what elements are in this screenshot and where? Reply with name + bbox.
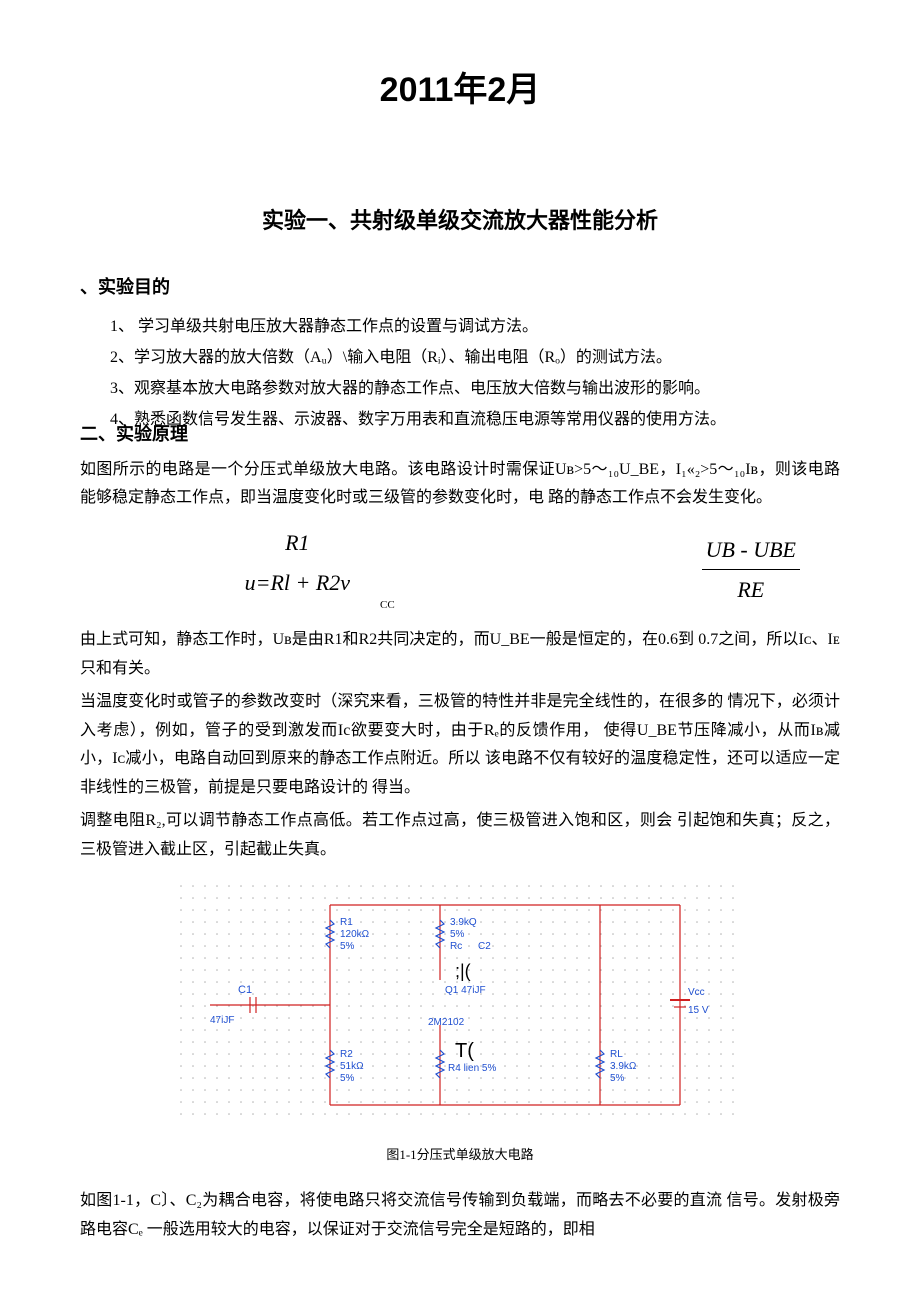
fraction-den: RE xyxy=(733,570,768,610)
r3-tol: 5% xyxy=(450,929,465,940)
rl-value: 3.9kΩ xyxy=(610,1061,637,1072)
strange-2: T( xyxy=(455,1040,474,1062)
paragraph-4: 调整电阻R₂,可以调节静态工作点高低。若工作点过高，使三极管进入饱和区，则会 引… xyxy=(80,807,840,865)
objective-1: 1、 学习单级共射电压放大器静态工作点的设置与调试方法。 xyxy=(110,313,840,342)
page-title: 2011年2月 xyxy=(80,60,840,121)
r2-value: 51kΩ xyxy=(340,1061,364,1072)
formula-r1: R1 xyxy=(285,523,309,563)
strange-1: ;|( xyxy=(455,961,471,981)
paragraph-1: 如图所示的电路是一个分压式单级放大电路。该电路设计时需保证Uʙ>5～₁₀U_BE… xyxy=(80,456,840,514)
r4-label: R4 lien 5% xyxy=(448,1063,496,1074)
r3-value: 3.9kQ xyxy=(450,917,477,928)
formula-fraction: UB - UBE RE xyxy=(702,530,800,610)
r3-sub: Rc xyxy=(450,941,462,952)
circuit-diagram: R1 120kΩ 5% 3.9kQ 5% Rc C2 ;|( Q1 47iJF … xyxy=(180,885,740,1136)
vcc-name: Vcc xyxy=(688,987,705,998)
rl-tol: 5% xyxy=(610,1073,625,1084)
formula-block: R1 u=Rl + R2v CC UB - UBE RE xyxy=(200,523,800,616)
vcc-value: 15 V xyxy=(688,1005,709,1016)
q1-name: Q1 47iJF xyxy=(445,985,486,996)
experiment-title: 实验一、共射级单级交流放大器性能分析 xyxy=(80,201,840,241)
r1-value: 120kΩ xyxy=(340,929,370,940)
objective-4: 4、熟悉函数信号发生器、示波器、数字万用表和直流稳压电源等常用仪器的使用方法。 xyxy=(110,406,726,435)
formula-eq: u=Rl + R2v xyxy=(245,563,350,603)
c1-name: C1 xyxy=(238,984,252,996)
formula-cc: CC xyxy=(380,596,395,616)
paragraph-2: 由上式可知，静态工作时，Uʙ是由R1和R2共同决定的，而U_BE一般是恒定的，在… xyxy=(80,626,840,684)
paragraph-5: 如图1-1，C〕、C₂为耦合电容，将使电路只将交流信号传输到负载端，而略去不必要… xyxy=(80,1187,840,1245)
c1-value: 47iJF xyxy=(210,1015,234,1026)
q1-model: 2M2102 xyxy=(428,1017,465,1028)
paragraph-3: 当温度变化时或管子的参数改变时（深究来看，三极管的特性并非是完全线性的，在很多的… xyxy=(80,688,840,803)
objective-3: 3、观察基本放大电路参数对放大器的静态工作点、电压放大倍数与输出波形的影响。 xyxy=(110,375,840,404)
overlap-block: 4、熟悉函数信号发生器、示波器、数字万用表和直流稳压电源等常用仪器的使用方法。 … xyxy=(80,406,840,446)
rl-name: RL xyxy=(610,1049,623,1060)
fraction-num: UB - UBE xyxy=(702,530,800,571)
c2-name: C2 xyxy=(478,941,491,952)
r2-tol: 5% xyxy=(340,1073,355,1084)
objective-2: 2、学习放大器的放大倍数（Aᵤ）\输入电阻（Rᵢ）、输出电阻（Rₒ）的测试方法。 xyxy=(110,344,840,373)
r1-tol: 5% xyxy=(340,941,355,952)
section-2-title: 二、实验原理 xyxy=(80,418,188,450)
r1-name: R1 xyxy=(340,917,353,928)
circuit-caption: 图1-1分压式单级放大电路 xyxy=(80,1143,840,1166)
section-1-title: 、实验目的 xyxy=(80,271,840,303)
r2-name: R2 xyxy=(340,1049,353,1060)
